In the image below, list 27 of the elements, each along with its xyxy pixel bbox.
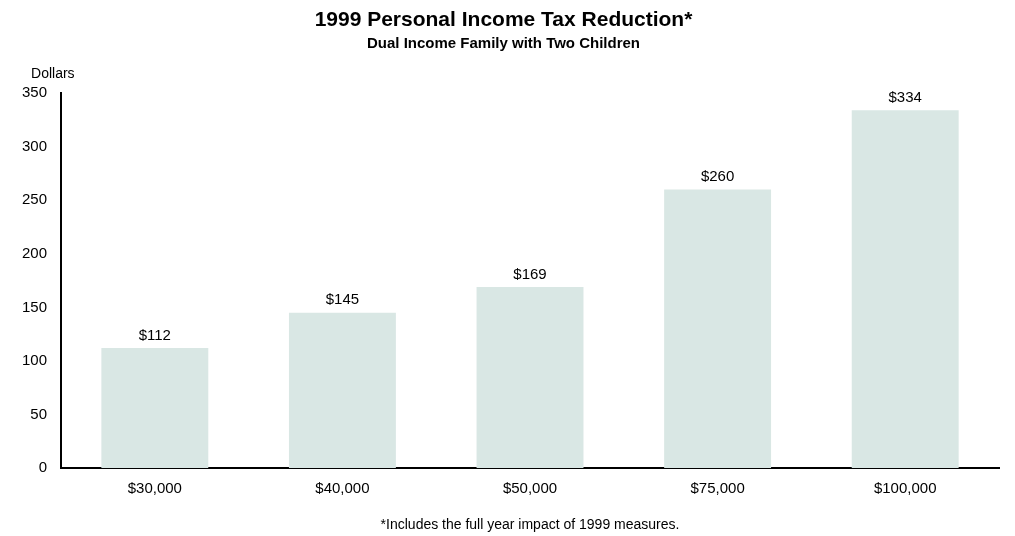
bar [664, 189, 772, 468]
chart-title: 1999 Personal Income Tax Reduction* [314, 7, 694, 31]
bar [851, 110, 959, 468]
bar [476, 287, 584, 468]
data-label: $334 [888, 87, 922, 105]
x-tick-label: $50,000 [502, 479, 558, 497]
y-axis-title: Dollars [31, 65, 75, 82]
bar [101, 348, 209, 468]
y-tick-label: 150 [22, 297, 48, 315]
x-tick-label: $40,000 [315, 479, 370, 497]
data-label: $145 [325, 290, 360, 308]
y-tick-label: 50 [30, 404, 48, 422]
text: *Includes the full year impact of 1999 measures. [380, 515, 680, 532]
x-tick-label: $30,000 [127, 479, 182, 497]
y-tick-label: 350 [22, 83, 48, 101]
data-label: $260 [700, 167, 735, 185]
y-tick-label: 250 [22, 190, 48, 208]
chart-subtitle: Dual Income Family with Two Children [366, 34, 641, 52]
y-tick-label: 0 [38, 458, 48, 476]
y-tick-label: 100 [22, 351, 48, 369]
data-label: $112 [138, 325, 171, 343]
x-tick-label: $100,000 [873, 479, 937, 497]
x-tick-label: $75,000 [690, 479, 745, 497]
data-label: $169 [513, 264, 547, 282]
y-tick-label: 200 [22, 243, 48, 261]
y-tick-label: 300 [22, 136, 48, 154]
bar [288, 312, 396, 468]
